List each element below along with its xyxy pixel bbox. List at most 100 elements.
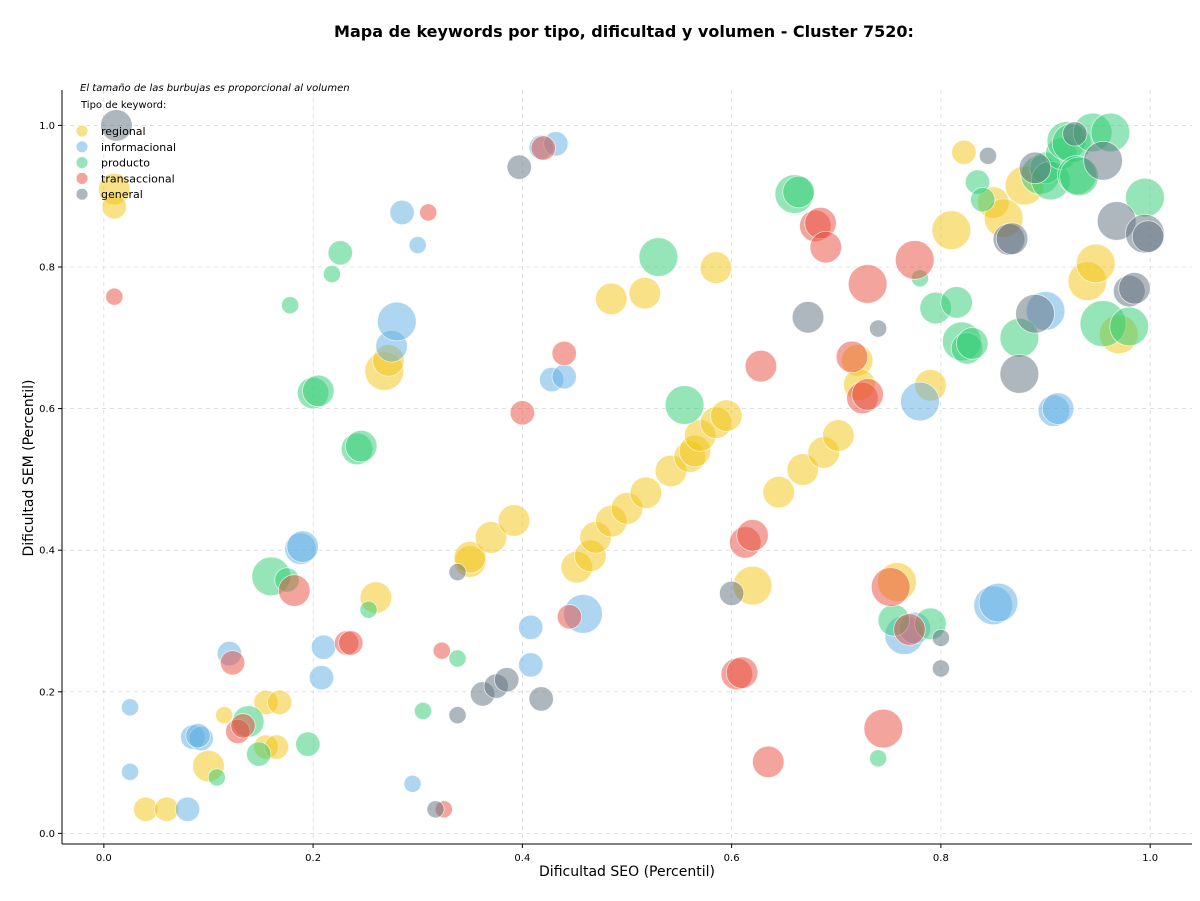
bubble-informacional-1 xyxy=(121,762,140,781)
bubble-regional-30 xyxy=(628,276,661,310)
bubble-general-1 xyxy=(426,800,445,819)
bubble-general-21 xyxy=(1083,140,1123,181)
bubble-general-20 xyxy=(1062,121,1088,147)
bubble-producto-10 xyxy=(327,240,353,266)
x-tick-label-0: 0.0 xyxy=(96,853,112,864)
legend-label-informacional: informacional xyxy=(101,141,176,154)
bubble-transaccional-26 xyxy=(847,264,888,304)
y-axis-label: Dificultad SEM (Percentil) xyxy=(21,380,37,557)
bubble-general-17 xyxy=(999,354,1040,394)
bubble-transaccional-0 xyxy=(105,287,124,306)
bubble-producto-8 xyxy=(302,374,335,408)
bubble-general-12 xyxy=(931,628,950,647)
bubble-general-11 xyxy=(869,319,888,338)
bubble-transaccional-4 xyxy=(278,574,311,607)
bubble-producto-20 xyxy=(869,749,888,768)
bubble-layer xyxy=(98,109,1165,822)
bubble-general-7 xyxy=(506,154,532,180)
bubble-informacional-13 xyxy=(389,199,415,226)
bubble-producto-2 xyxy=(246,741,272,767)
bubble-producto-43 xyxy=(1109,306,1150,347)
legend-label-regional: regional xyxy=(101,125,146,138)
bubble-producto-12 xyxy=(345,429,378,463)
series-general xyxy=(100,109,1165,819)
bubble-transaccional-1 xyxy=(219,650,246,676)
bubble-informacional-8 xyxy=(286,530,319,563)
bubble-informacional-5 xyxy=(185,723,211,749)
bubble-transaccional-12 xyxy=(551,340,577,366)
bubble-producto-25 xyxy=(940,286,973,319)
bubble-general-9 xyxy=(719,580,745,606)
bubble-producto-5 xyxy=(281,296,300,315)
bubble-transaccional-19 xyxy=(752,745,785,779)
bubble-informacional-17 xyxy=(518,652,544,678)
bubble-transaccional-3 xyxy=(230,713,256,739)
legend-marker-general xyxy=(75,187,89,201)
bubble-transaccional-11 xyxy=(530,135,556,161)
bubble-transaccional-27 xyxy=(863,708,904,749)
chart-title: Mapa de keywords por tipo, dificultad y … xyxy=(334,22,914,41)
bubble-general-8 xyxy=(528,686,554,712)
bubble-producto-15 xyxy=(448,649,467,668)
bubble-informacional-15 xyxy=(408,236,427,255)
bubble-producto-0 xyxy=(207,768,226,787)
bubble-informacional-12 xyxy=(377,301,417,342)
legend-marker-informacional xyxy=(75,140,89,154)
bubble-informacional-0 xyxy=(121,698,140,717)
bubble-informacional-30 xyxy=(1041,392,1075,425)
bubble-general-16 xyxy=(995,222,1029,255)
bubble-transaccional-23 xyxy=(835,340,869,374)
bubble-regional-33 xyxy=(762,475,795,509)
bubble-producto-28 xyxy=(956,327,989,360)
y-tick-label-4: 0.8 xyxy=(39,262,55,273)
y-tick-label-5: 1.0 xyxy=(39,121,55,132)
x-tick-label-4: 0.8 xyxy=(933,853,949,864)
bubble-transaccional-10 xyxy=(509,400,535,426)
bubble-transaccional-22 xyxy=(809,230,842,264)
bubble-producto-19 xyxy=(782,175,815,209)
x-tick-label-2: 0.4 xyxy=(514,853,530,864)
legend-marker-regional xyxy=(75,124,89,138)
bubble-general-24 xyxy=(1118,272,1151,305)
bubble-transaccional-15 xyxy=(725,656,759,689)
bubble-regional-47 xyxy=(1075,243,1116,284)
bubble-regional-36 xyxy=(822,419,855,452)
bubble-informacional-2 xyxy=(174,796,201,822)
bubble-regional-16 xyxy=(497,504,531,537)
bubble-transaccional-6 xyxy=(338,630,364,656)
bubble-general-0 xyxy=(100,109,133,142)
x-tick-label-1: 0.2 xyxy=(305,853,321,864)
bubble-general-26 xyxy=(1131,220,1165,253)
y-tick-label-2: 0.4 xyxy=(39,546,55,557)
bubble-regional-22 xyxy=(629,476,663,510)
y-tick-label-1: 0.2 xyxy=(39,687,55,698)
bubble-producto-9 xyxy=(322,265,341,284)
bubble-producto-30 xyxy=(970,187,996,213)
y-tick-label-3: 0.6 xyxy=(39,404,55,415)
series-transaccional xyxy=(105,135,935,819)
bubble-informacional-16 xyxy=(518,614,544,640)
grid xyxy=(62,90,1192,844)
bubble-regional-5 xyxy=(215,706,234,725)
bubble-regional-28 xyxy=(710,399,743,432)
bubble-producto-6 xyxy=(295,731,321,757)
x-tick-label-5: 1.0 xyxy=(1142,853,1158,864)
legend-title: Tipo de keyword: xyxy=(80,100,166,111)
bubble-general-13 xyxy=(931,659,950,678)
bubble-transaccional-7 xyxy=(419,203,438,222)
bubble-general-10 xyxy=(791,301,825,334)
x-tick-label-3: 0.6 xyxy=(724,853,740,864)
bubble-transaccional-25 xyxy=(851,378,884,411)
legend-marker-producto xyxy=(75,156,89,170)
legend-label-general: general xyxy=(101,188,143,201)
bubble-informacional-25 xyxy=(900,381,940,422)
bubble-transaccional-29 xyxy=(893,613,926,646)
bubble-informacional-14 xyxy=(403,774,422,793)
bubble-transaccional-30 xyxy=(894,240,935,280)
bubble-producto-17 xyxy=(664,385,705,425)
bubble-transaccional-8 xyxy=(432,641,451,660)
bubble-regional-41 xyxy=(931,210,972,250)
bubble-general-2 xyxy=(448,563,467,582)
legend-label-producto: producto xyxy=(101,157,150,170)
